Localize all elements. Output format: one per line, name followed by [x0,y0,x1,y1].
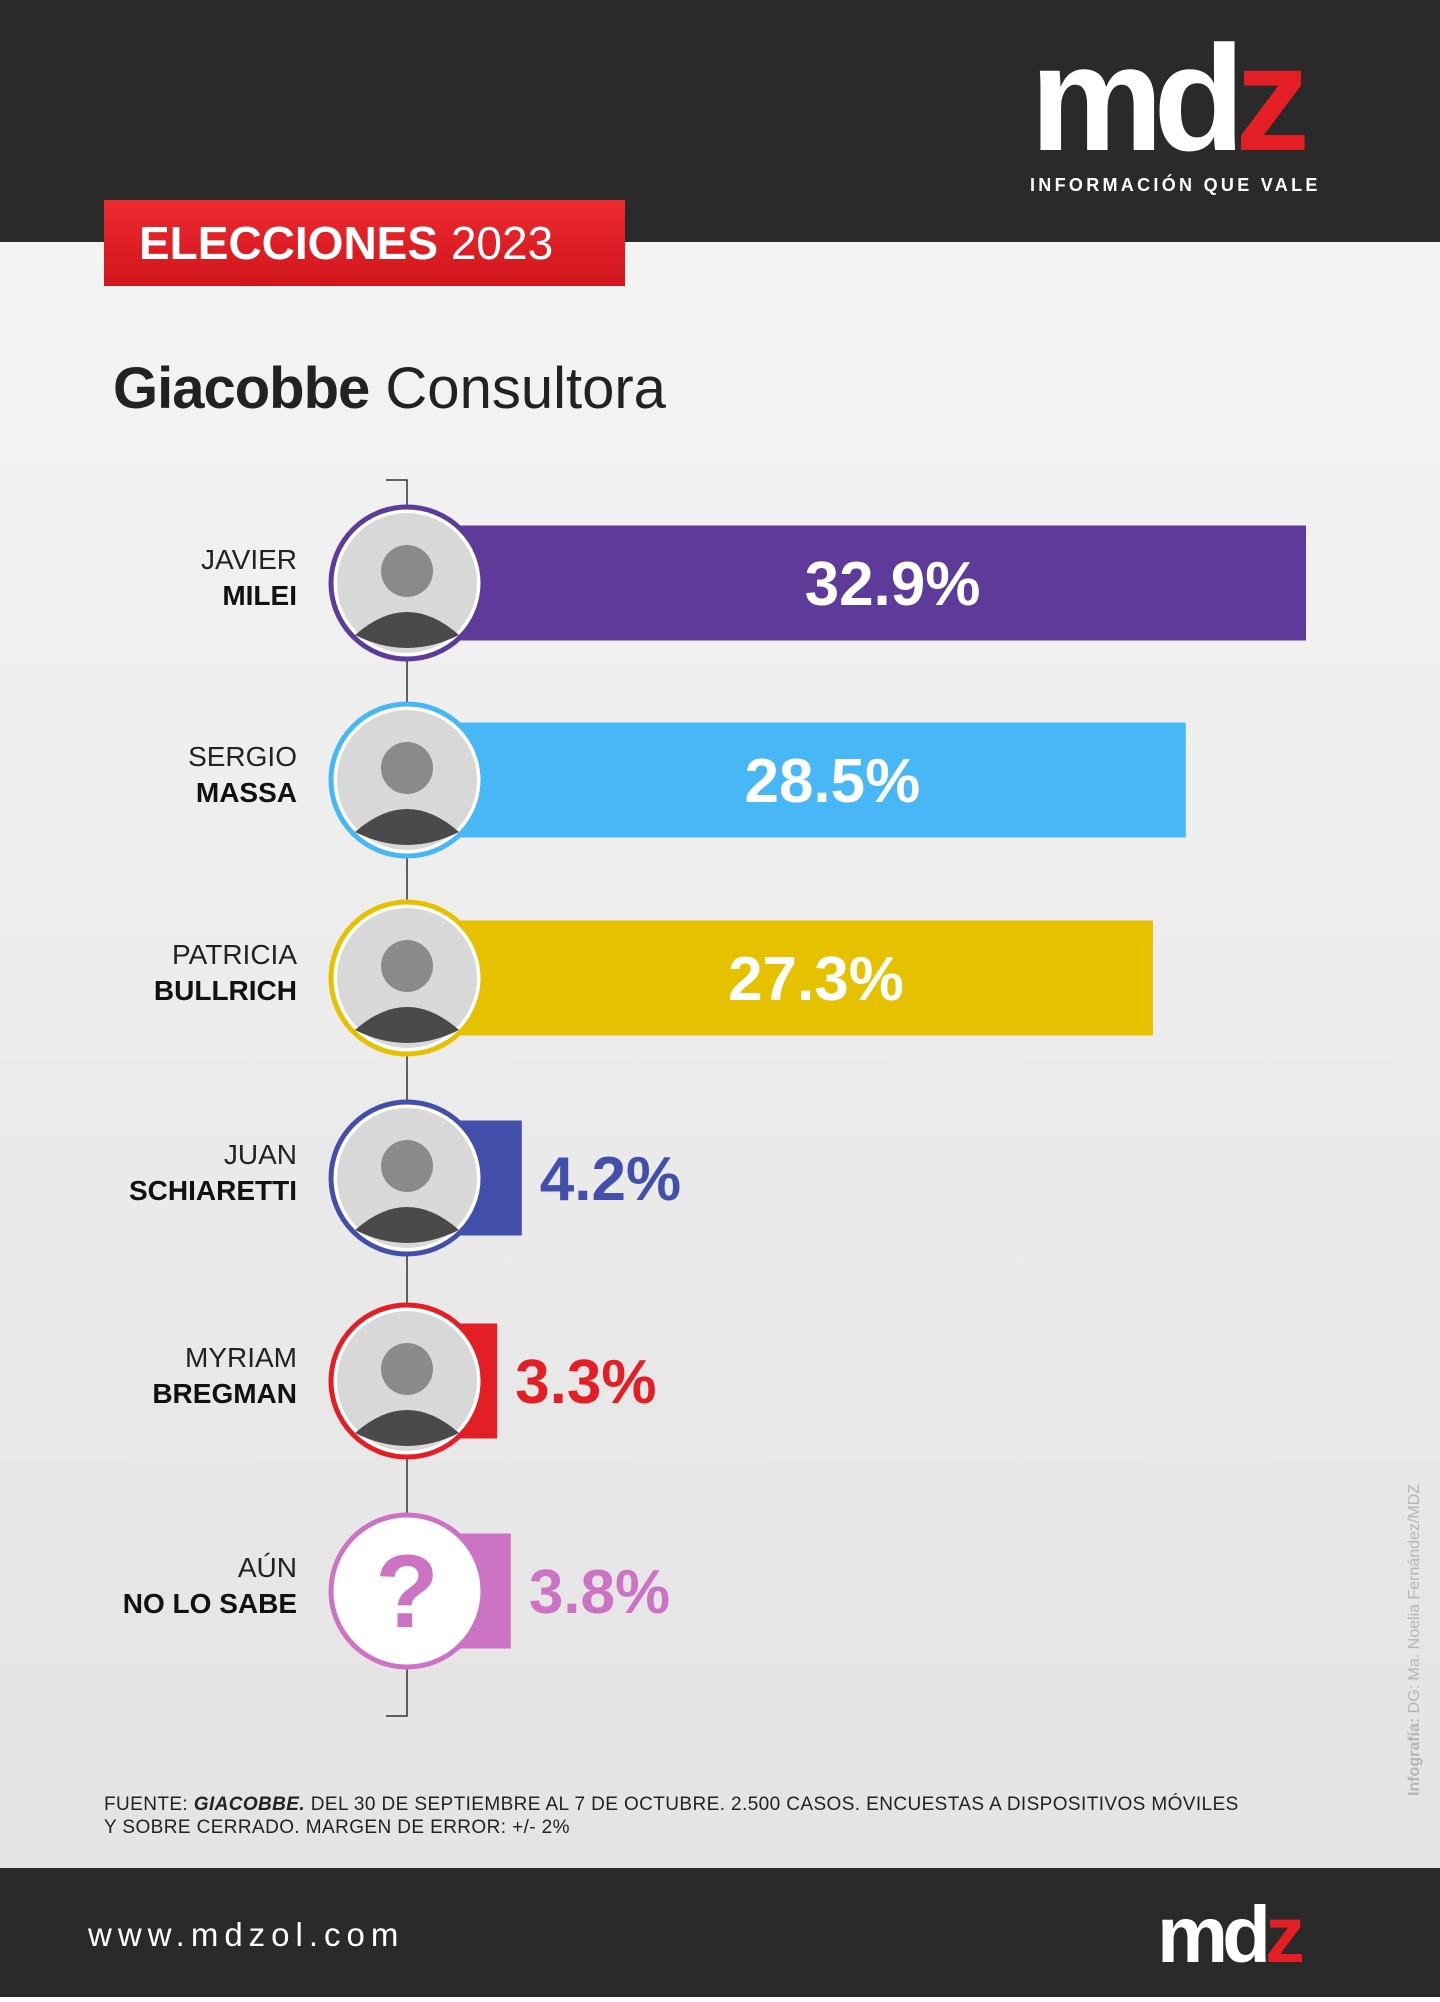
title-rest: Consultora [385,356,666,421]
avatar-body [355,1207,459,1243]
source-line-1: FUENTE: GIACOBBE. DEL 30 DE SEPTIEMBRE A… [104,1793,1239,1815]
source-emphasis: GIACOBBE. [194,1794,305,1815]
logo-z: z [1235,14,1305,182]
badge-year: 2023 [451,217,553,269]
footer-band [0,1868,1440,1997]
name-first: JUAN [224,1139,297,1170]
value-label: 3.3% [515,1348,656,1417]
name-last: SCHIARETTI [129,1175,297,1206]
footer-logo-z: z [1265,1890,1303,1979]
source-label: FUENTE: [104,1794,188,1815]
value-label: 27.3% [728,945,904,1014]
footer-logo: mdz [1157,1890,1303,1979]
value-label: 32.9% [805,550,981,619]
title-strong: Giacobbe [113,356,369,421]
badge [104,200,625,286]
avatar-head [381,1343,433,1395]
avatar-body [355,1410,459,1446]
avatar-body [355,612,459,648]
badge-strong: ELECCIONES [139,217,438,269]
avatar-ring [328,1512,486,1670]
credit: Infografía: DG: Ma. Noelia Fernández/MDZ [1406,1484,1423,1796]
name-last: MILEI [222,580,297,611]
avatar-head [381,545,433,597]
credit-text: DG: Ma. Noelia Fernández/MDZ [1406,1484,1423,1714]
name-first: AÚN [238,1552,297,1583]
name-last: BREGMAN [152,1378,297,1409]
name-last: MASSA [196,777,297,808]
avatar-body [355,1007,459,1043]
bar [407,920,1153,1036]
tagline: INFORMACIÓN QUE VALE [1030,174,1321,195]
logo-md: md [1030,14,1235,182]
name-first: SERGIO [188,741,297,772]
avatar-head [381,742,433,794]
rows: 32.9% JAVIER MILEI 28.5% SERGIO MASSA 27.3% PAT… [123,504,1306,1670]
source-text: DEL 30 DE SEPTIEMBRE AL 7 DE OCTUBRE. 2.… [311,1793,1239,1815]
source-line-2: Y SOBRE CERRADO. MARGEN DE ERROR: +/- 2% [104,1817,570,1838]
value-label: 3.8% [529,1558,670,1627]
badge-text: ELECCIONES 2023 [139,217,553,269]
axis [386,479,408,1717]
chart-title: Giacobbe Consultora [113,356,667,421]
value-label: 28.5% [744,747,920,816]
name-first: JAVIER [201,544,297,575]
name-first: MYRIAM [185,1342,297,1373]
footer-url[interactable]: www.mdzol.com [87,1916,404,1953]
avatar-body [355,809,459,845]
name-last: BULLRICH [154,975,297,1006]
value-label: 4.2% [540,1145,681,1214]
bar [407,722,1186,838]
avatar-head [381,1140,433,1192]
footer-logo-md: md [1157,1890,1266,1979]
logo: mdz [1030,14,1305,182]
avatar-head [381,940,433,992]
bar [407,525,1306,641]
credit-label: Infografía: [1406,1718,1423,1796]
question-mark: ? [375,1534,439,1650]
name-last: NO LO SABE [123,1588,297,1619]
name-first: PATRICIA [172,939,297,970]
